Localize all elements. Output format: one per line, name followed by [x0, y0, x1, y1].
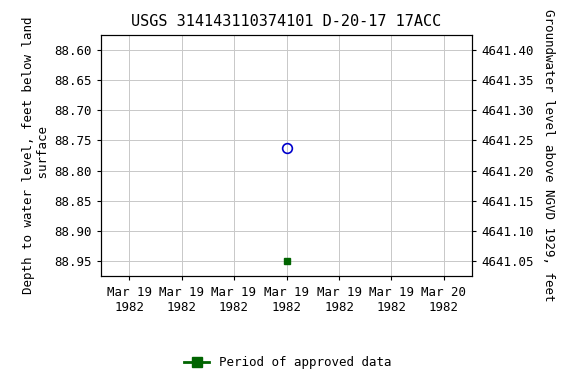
Y-axis label: Groundwater level above NGVD 1929, feet: Groundwater level above NGVD 1929, feet — [542, 9, 555, 302]
Title: USGS 314143110374101 D-20-17 17ACC: USGS 314143110374101 D-20-17 17ACC — [131, 14, 442, 29]
Y-axis label: Depth to water level, feet below land
 surface: Depth to water level, feet below land su… — [22, 17, 50, 294]
Legend: Period of approved data: Period of approved data — [179, 351, 397, 374]
